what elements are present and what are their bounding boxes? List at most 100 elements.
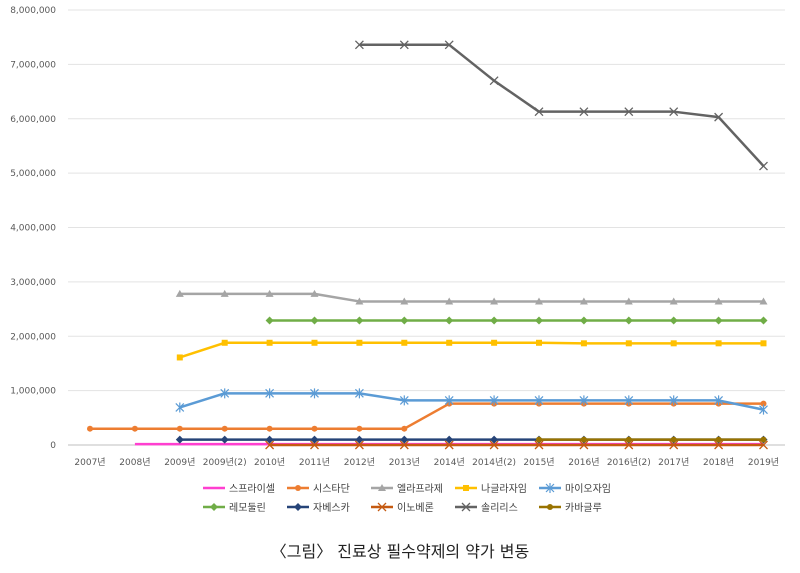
legend-item: 솔리리스 xyxy=(455,502,518,514)
data-point xyxy=(310,435,319,444)
x-tick-label: 2007년 xyxy=(74,457,105,468)
data-point xyxy=(311,339,318,346)
data-point xyxy=(355,297,364,305)
data-point xyxy=(624,316,633,325)
data-point xyxy=(444,440,454,450)
legend-label: 솔리리스 xyxy=(481,502,518,514)
data-point xyxy=(579,395,589,406)
data-point xyxy=(446,339,453,346)
data-point xyxy=(669,107,679,117)
data-point xyxy=(545,483,555,493)
data-point xyxy=(547,504,553,510)
data-point xyxy=(669,297,678,305)
legend-label: 시스타단 xyxy=(313,483,350,495)
y-tick-label: 7,000,000 xyxy=(10,60,56,70)
data-point xyxy=(580,436,587,443)
data-point xyxy=(356,425,363,432)
data-point xyxy=(490,297,499,305)
data-point xyxy=(461,502,471,512)
data-point xyxy=(579,316,588,325)
data-point xyxy=(310,388,319,399)
legend-item: 스프라이셀 xyxy=(203,483,275,495)
x-tick-label: 2018년 xyxy=(703,457,734,468)
data-point xyxy=(534,107,544,117)
data-point xyxy=(399,440,409,450)
data-point xyxy=(670,340,677,347)
data-point xyxy=(714,112,724,122)
legend-label: 엘라프라제 xyxy=(397,482,443,495)
x-tick-label: 2015년 xyxy=(523,457,554,468)
series xyxy=(175,289,768,305)
data-point xyxy=(535,297,543,305)
data-point xyxy=(536,339,542,346)
legend-label: 스프라이셀 xyxy=(229,483,275,495)
data-point xyxy=(220,388,230,399)
series-line xyxy=(179,292,764,303)
data-point xyxy=(624,440,634,450)
data-point xyxy=(87,425,93,432)
data-point xyxy=(175,435,184,444)
data-point xyxy=(669,440,679,450)
data-point xyxy=(265,289,274,297)
series xyxy=(265,316,768,325)
data-point xyxy=(760,400,767,407)
data-point xyxy=(444,40,454,50)
x-tick-label: 2012년 xyxy=(344,457,375,468)
data-point xyxy=(579,107,589,117)
series xyxy=(536,436,767,443)
legend-item: 마이오자임 xyxy=(539,482,611,495)
figure-caption: 〈그림〉 진료상 필수약제의 약가 변동 xyxy=(270,542,530,561)
data-point xyxy=(759,404,768,415)
data-point xyxy=(624,107,634,117)
data-point xyxy=(221,339,228,346)
data-point xyxy=(669,395,679,406)
data-point xyxy=(210,503,218,511)
data-point xyxy=(294,503,302,511)
gridlines xyxy=(68,9,785,446)
data-point xyxy=(131,425,138,432)
legend-label: 마이오자임 xyxy=(565,482,611,495)
data-point xyxy=(401,339,408,346)
data-point xyxy=(401,425,408,432)
legend-item: 엘라프라제 xyxy=(371,482,443,495)
data-point xyxy=(489,395,499,406)
y-tick-label: 2,000,000 xyxy=(10,332,56,342)
data-point xyxy=(400,435,409,444)
data-point xyxy=(760,436,767,443)
data-point xyxy=(444,395,454,406)
legend-item: 레모둘린 xyxy=(203,502,266,514)
data-point xyxy=(489,76,499,86)
data-point xyxy=(399,40,409,50)
data-point xyxy=(490,435,499,444)
data-point xyxy=(310,440,319,450)
data-point xyxy=(295,485,301,491)
data-point xyxy=(490,316,499,325)
series xyxy=(354,40,768,171)
data-point xyxy=(759,297,768,305)
series-line xyxy=(179,392,764,411)
x-tick-label: 2010년 xyxy=(254,457,285,468)
data-point xyxy=(715,436,722,443)
data-point xyxy=(534,440,544,450)
data-point xyxy=(714,440,724,450)
data-point xyxy=(377,502,387,512)
legend-label: 나글라자임 xyxy=(481,482,527,495)
x-tick-label: 2009년(2) xyxy=(203,457,247,468)
data-point xyxy=(265,440,275,450)
data-point xyxy=(536,436,542,443)
x-tick-label: 2009년 xyxy=(164,457,195,468)
x-axis: 2007년 2008년 2009년 2009년(2) 2010년 2011년 2012년 20… xyxy=(74,457,779,468)
y-tick-label: 1,000,000 xyxy=(10,387,56,397)
data-point xyxy=(759,440,768,450)
data-point xyxy=(445,316,454,325)
data-point xyxy=(311,425,318,432)
y-tick-label: 5,000,000 xyxy=(10,169,56,179)
data-point xyxy=(175,289,184,297)
data-point xyxy=(715,340,722,347)
y-tick-label: 3,000,000 xyxy=(10,278,56,288)
data-point xyxy=(310,316,319,325)
data-point xyxy=(534,395,544,406)
data-point xyxy=(491,339,498,346)
